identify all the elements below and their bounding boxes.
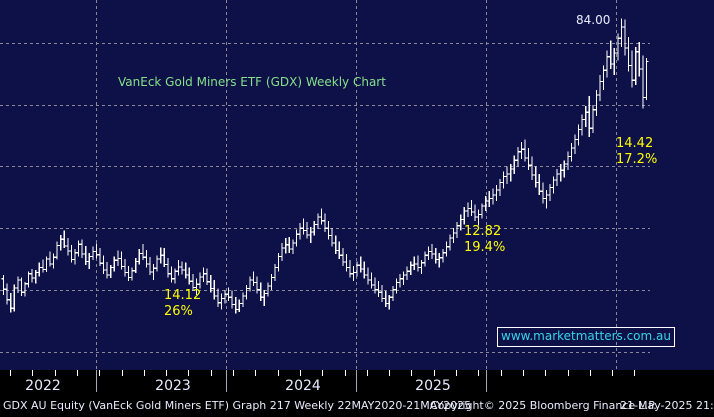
- x-axis-tick: [99, 370, 100, 376]
- x-axis-year-tick: [226, 370, 227, 392]
- x-axis-tick: [255, 370, 256, 376]
- x-axis-tick: [77, 370, 78, 376]
- chart-plot-area: 30405060708077.02 VanEck Gold Miners ETF…: [0, 0, 714, 370]
- gridline-vertical: [226, 0, 227, 370]
- move-2-value: 12.82: [464, 224, 502, 239]
- y-axis-band: 30405060708077.02: [650, 0, 714, 370]
- x-axis-tick: [612, 370, 613, 376]
- x-axis-tick: [456, 370, 457, 376]
- chart-canvas: [0, 0, 650, 370]
- x-axis-tick: [434, 370, 435, 376]
- x-axis-tick: [478, 370, 479, 376]
- x-axis-tick: [389, 370, 390, 376]
- x-axis-tick: [568, 370, 569, 376]
- x-axis-tick: [545, 370, 546, 376]
- footer-copyright: Copyright© 2025 Bloomberg Finance L.P.: [430, 399, 657, 412]
- gridline-horizontal: [0, 290, 650, 291]
- x-axis-tick: [233, 370, 234, 376]
- x-axis-tick: [501, 370, 502, 376]
- x-axis-tick: [55, 370, 56, 376]
- x-axis-tick: [211, 370, 212, 376]
- x-axis-year-label: 2025: [415, 378, 451, 394]
- move-1-value: 14.12: [164, 288, 202, 303]
- chart-title: VanEck Gold Miners ETF (GDX) Weekly Char…: [118, 75, 386, 89]
- x-axis-tick: [32, 370, 33, 376]
- x-axis-year-label: 2023: [155, 378, 191, 394]
- x-axis-tick: [278, 370, 279, 376]
- gridline-vertical: [96, 0, 97, 370]
- x-axis-tick: [10, 370, 11, 376]
- gridline-horizontal: [0, 105, 650, 106]
- move-3-percent: 17.2%: [616, 152, 658, 167]
- x-axis-tick: [523, 370, 524, 376]
- footer-security-info: GDX AU Equity (VanEck Gold Miners ETF) G…: [3, 399, 472, 412]
- x-axis-tick: [322, 370, 323, 376]
- x-axis-year-tick: [96, 370, 97, 392]
- gridline-horizontal: [0, 166, 650, 167]
- x-axis-tick: [166, 370, 167, 376]
- gridline-horizontal: [0, 43, 650, 44]
- x-axis-tick: [122, 370, 123, 376]
- watermark-marketmatters[interactable]: www.marketmatters.com.au: [497, 327, 675, 347]
- x-axis-year-label: 2022: [25, 378, 61, 394]
- x-axis-tick: [188, 370, 189, 376]
- x-axis-tick: [367, 370, 368, 376]
- move-2-percent: 19.4%: [464, 240, 506, 255]
- x-axis-tick: [345, 370, 346, 376]
- gridline-vertical: [356, 0, 357, 370]
- x-axis-year-tick: [486, 370, 487, 392]
- x-axis-tick: [590, 370, 591, 376]
- x-axis-tick: [411, 370, 412, 376]
- gridline-vertical: [486, 0, 487, 370]
- x-axis-year-tick: [356, 370, 357, 392]
- period-high-label: 84.00: [576, 13, 611, 27]
- footer-timestamp: 21-May-2025 21:31:56: [620, 399, 714, 412]
- gridline-vertical: [616, 0, 617, 370]
- price-bar-path: [1, 18, 649, 314]
- move-1-percent: 26%: [164, 304, 193, 319]
- move-3-value: 14.42: [616, 136, 654, 151]
- x-axis-tick: [144, 370, 145, 376]
- x-axis-tick: [300, 370, 301, 376]
- gridline-horizontal: [0, 352, 650, 353]
- x-axis-tick: [634, 370, 635, 376]
- x-axis-year-label: 2024: [285, 378, 321, 394]
- ohlc-price-bars: [1, 18, 649, 314]
- x-axis: 2022 2023 2024 2025 GDX AU Equity (VanEck G…: [0, 370, 714, 417]
